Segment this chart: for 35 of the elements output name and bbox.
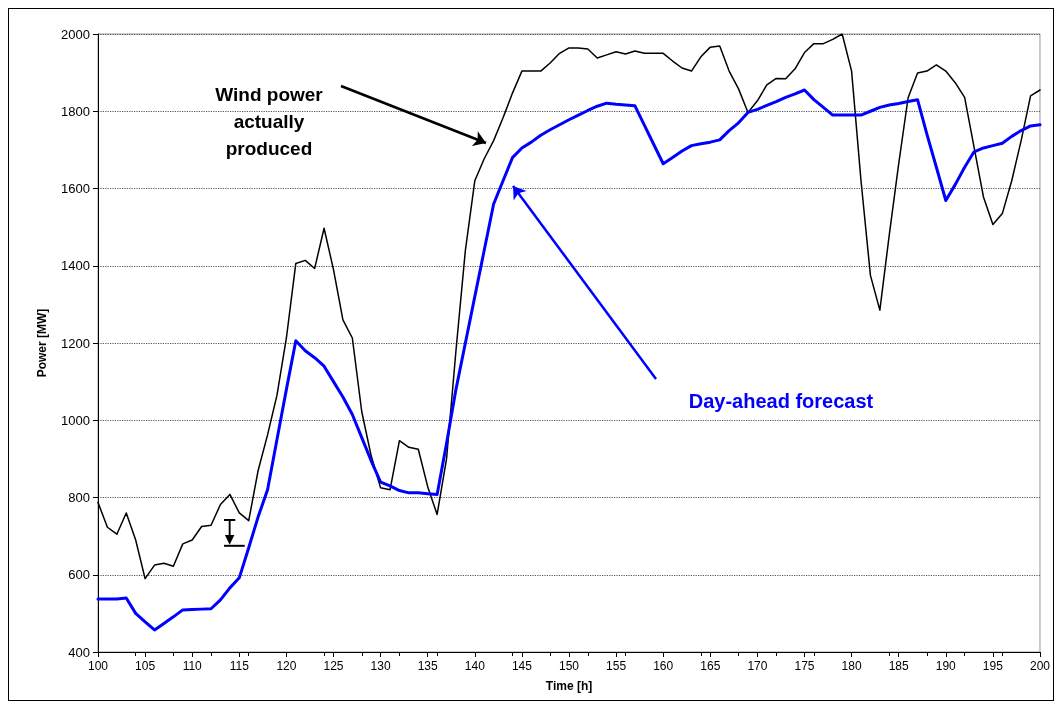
y-tick-label: 1000	[61, 412, 90, 428]
y-axis-title: Power [MW]	[35, 308, 49, 378]
x-tick-label: 145	[511, 659, 533, 673]
x-tick-label: 150	[558, 659, 580, 673]
y-tick-label: 400	[68, 644, 90, 660]
y-tick-label: 600	[68, 567, 90, 583]
y-tick-label: 800	[68, 490, 90, 505]
x-tick-label: 180	[841, 659, 862, 673]
x-tick-label: 130	[370, 659, 391, 673]
y-tick-label: 2000	[61, 26, 90, 42]
line-series	[96, 88, 1042, 632]
x-tick-label: 190	[935, 659, 957, 673]
annotation: Day-ahead forecast	[688, 390, 874, 412]
x-tick-label: 200	[1029, 659, 1051, 673]
x-tick-label: 195	[982, 659, 1004, 673]
x-tick-label: 100	[87, 659, 109, 673]
x-tick-label: 125	[323, 659, 344, 673]
x-tick-label: 135	[417, 659, 439, 673]
x-tick-label: 185	[888, 659, 910, 673]
x-tick-label: 170	[747, 659, 768, 673]
x-tick-label: 175	[794, 659, 815, 673]
x-tick-label: 115	[229, 659, 250, 673]
x-tick-label: 105	[135, 659, 156, 673]
x-tick-label: 140	[464, 659, 486, 673]
x-tick-label: 165	[700, 659, 721, 673]
x-tick-label: 155	[606, 659, 627, 673]
y-tick-label: 1400	[61, 258, 90, 274]
x-axis-title: Time [h]	[545, 679, 593, 693]
y-tick-label: 1200	[61, 335, 90, 351]
x-tick-label: 110	[182, 659, 203, 673]
y-tick-label: 1600	[61, 181, 90, 196]
x-tick-label: 160	[653, 659, 674, 673]
y-tick-label: 1800	[61, 103, 90, 119]
annotation: Wind power actually produced	[215, 83, 324, 159]
x-tick-label: 120	[276, 659, 297, 673]
